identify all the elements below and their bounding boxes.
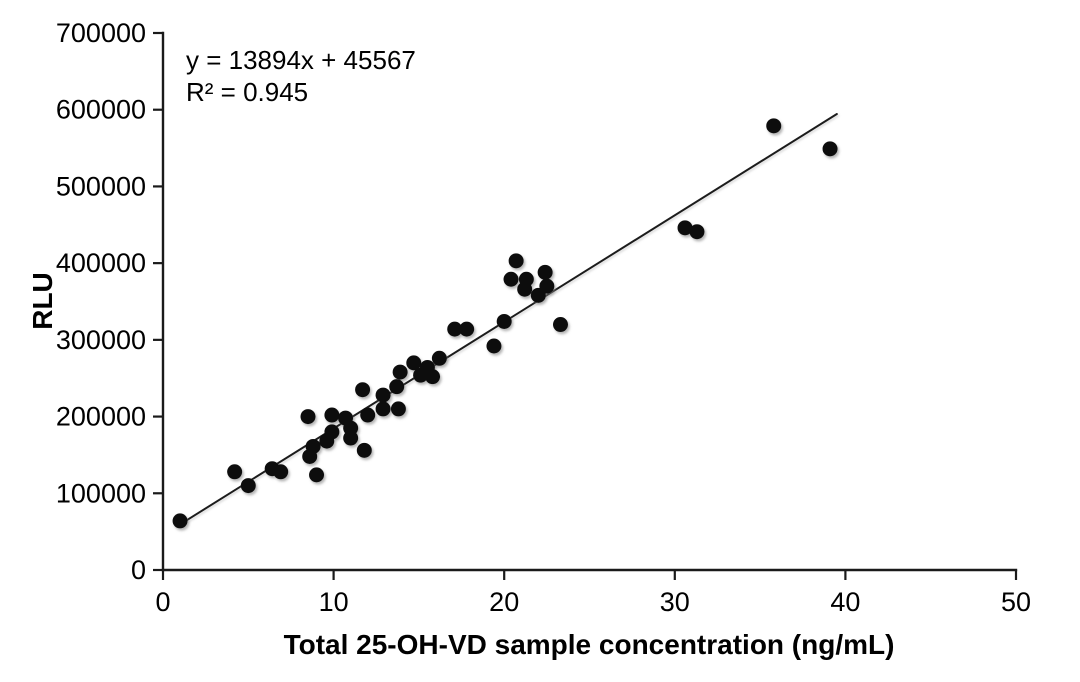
r-squared-label: R² = 0.945 xyxy=(186,77,308,107)
y-tick-label: 200000 xyxy=(56,402,146,432)
data-point xyxy=(689,224,705,240)
y-axis-title: RLU xyxy=(27,272,58,330)
y-tick-label: 600000 xyxy=(56,95,146,125)
data-point xyxy=(496,313,512,329)
y-tick-label: 500000 xyxy=(56,171,146,201)
y-tick-label: 300000 xyxy=(56,325,146,355)
x-tick-label: 20 xyxy=(489,587,519,617)
data-point xyxy=(375,387,391,403)
data-point xyxy=(360,407,376,423)
y-tick-label: 700000 xyxy=(56,18,146,48)
data-point xyxy=(300,409,316,425)
data-point xyxy=(172,513,188,529)
data-points-group xyxy=(172,118,838,529)
data-point xyxy=(486,338,502,354)
data-point xyxy=(392,364,408,380)
data-point xyxy=(425,369,441,385)
data-point xyxy=(677,220,693,236)
data-point xyxy=(537,264,553,280)
trendline-equation: y = 13894x + 45567 xyxy=(186,45,416,75)
data-point xyxy=(459,321,475,337)
data-point xyxy=(324,424,340,440)
y-axis-ticks: 0 100000 200000 300000 400000 500000 600000 700… xyxy=(56,18,163,585)
data-point xyxy=(447,321,463,337)
data-point xyxy=(431,350,447,366)
y-tick-label: 0 xyxy=(131,555,146,585)
x-tick-label: 30 xyxy=(660,587,690,617)
x-tick-label: 0 xyxy=(155,587,170,617)
data-point xyxy=(406,355,422,371)
data-point xyxy=(518,271,534,287)
data-point xyxy=(305,438,321,454)
data-point xyxy=(273,464,289,480)
data-point xyxy=(309,467,325,483)
data-point xyxy=(375,401,391,417)
data-point xyxy=(240,478,256,494)
x-tick-label: 40 xyxy=(830,587,860,617)
data-point xyxy=(390,401,406,417)
data-point xyxy=(355,382,371,398)
data-point xyxy=(356,442,372,458)
data-point xyxy=(822,141,838,157)
x-axis-title: Total 25-OH-VD sample concentration (ng/… xyxy=(284,629,895,660)
y-tick-label: 400000 xyxy=(56,248,146,278)
data-point xyxy=(766,118,782,134)
x-axis-ticks: 0 10 20 30 40 50 xyxy=(155,570,1031,617)
data-point xyxy=(539,278,555,294)
data-point xyxy=(227,464,243,480)
data-point xyxy=(389,379,405,395)
y-tick-label: 100000 xyxy=(56,478,146,508)
x-tick-label: 10 xyxy=(319,587,349,617)
data-point xyxy=(552,317,568,333)
data-point xyxy=(508,253,524,269)
data-point xyxy=(343,430,359,446)
data-point xyxy=(503,271,519,287)
axes: 0 100000 200000 300000 400000 500000 600000 700… xyxy=(56,18,1031,617)
data-point xyxy=(324,407,340,423)
x-tick-label: 50 xyxy=(1001,587,1031,617)
